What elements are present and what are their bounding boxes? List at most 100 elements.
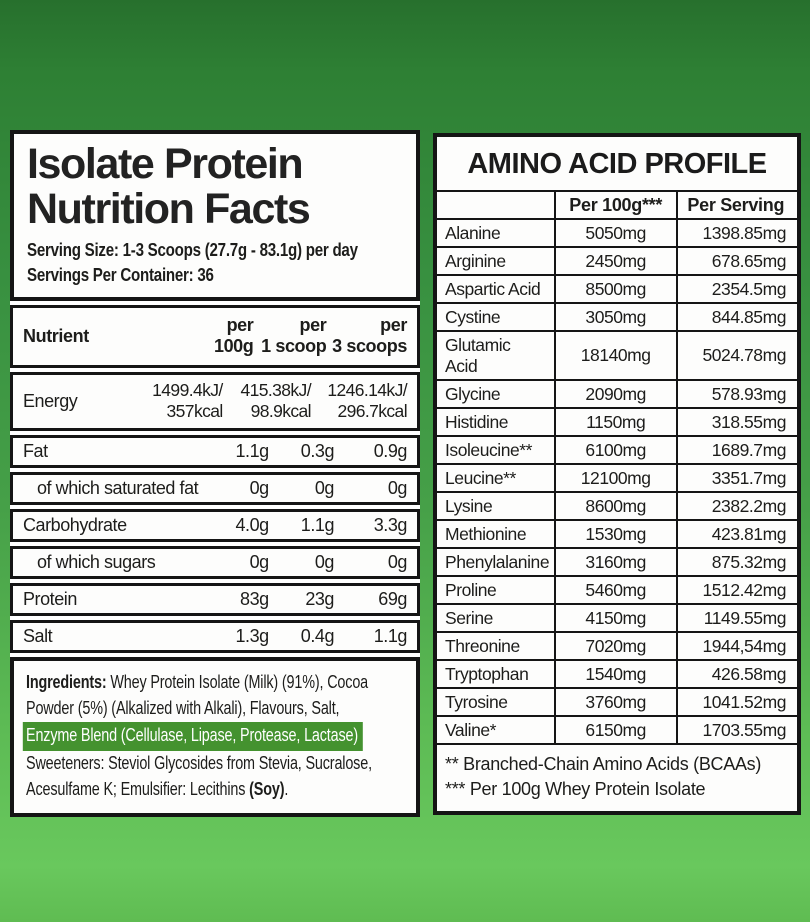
- amino-per-serving-cell: 578.93mg: [675, 379, 797, 409]
- amino-name-cell: Threonine: [437, 631, 556, 661]
- nutrient-value: 0.9g: [373, 441, 408, 462]
- nutrient-value: 0.4g: [300, 626, 335, 647]
- serving-size: Serving Size: 1-3 Scoops (27.7g - 83.1g)…: [27, 240, 358, 261]
- amino-per-100g-cell: 12100mg: [553, 463, 678, 493]
- nutrient-table-header: Nutrient per 100g per 1 scoop per 3 scoo…: [10, 305, 420, 368]
- amino-row: Alanine 5050mg 1398.85mg: [437, 218, 797, 248]
- amino-per-serving-cell: 844.85mg: [675, 302, 797, 332]
- nutrient-value: 0g: [249, 552, 270, 573]
- amino-row: Leucine** 12100mg 3351.7mg: [437, 463, 797, 493]
- nutrient-value: 1499.4kJ/ 357kcal: [152, 379, 223, 422]
- amino-per-100g-cell: 6100mg: [553, 435, 678, 465]
- amino-per-100g-cell: 3160mg: [553, 547, 678, 577]
- amino-row: Methionine 1530mg 423.81mg: [437, 519, 797, 549]
- amino-per-serving-cell: 875.32mg: [675, 547, 797, 577]
- amino-row: Lysine 8600mg 2382.2mg: [437, 491, 797, 521]
- amino-table: Per 100g*** Per Serving Alanine 5050mg 139…: [437, 190, 797, 812]
- amino-header-row: Per 100g*** Per Serving: [437, 190, 797, 220]
- amino-name-cell: Proline: [437, 575, 556, 605]
- nutrient-name: of which saturated fat: [37, 478, 199, 499]
- amino-row: Threonine 7020mg 1944,54mg: [437, 631, 797, 661]
- ingredients-label: Ingredients:: [26, 672, 107, 693]
- footnote-row: ** Branched-Chain Amino Acids (BCAAs) **…: [437, 742, 797, 812]
- amino-per-100g-cell: 2450mg: [553, 246, 678, 276]
- ingredients-text: Ingredients: Whey Protein Isolate (Milk)…: [22, 670, 404, 803]
- amino-per-serving-cell: 1703.55mg: [675, 715, 797, 745]
- product-title-line1: Isolate Protein: [27, 140, 304, 188]
- amino-name-cell: Tryptophan: [437, 659, 556, 689]
- amino-table-foot: ** Branched-Chain Amino Acids (BCAAs) **…: [437, 742, 797, 812]
- per-1-scoop-header: per 1 scoop: [261, 315, 327, 357]
- amino-row: Serine 4150mg 1149.55mg: [437, 603, 797, 633]
- nutrient-row: Salt 1.3g 0.4g 1.1g: [10, 620, 420, 654]
- amino-name-cell: Histidine: [437, 407, 556, 437]
- amino-per-serving-cell: 1041.52mg: [675, 687, 797, 717]
- nutrient-value: 0g: [314, 478, 335, 499]
- amino-per-serving-cell: 423.81mg: [675, 519, 797, 549]
- amino-per-100g-cell: 1540mg: [553, 659, 678, 689]
- amino-name-cell: Glutamic Acid: [437, 330, 556, 381]
- footnote-bcaa: ** Branched-Chain Amino Acids (BCAAs): [445, 754, 762, 774]
- amino-name-cell: Isoleucine**: [437, 435, 556, 465]
- soy-allergen: (Soy): [249, 778, 285, 799]
- product-title-line2: Nutrition Facts: [27, 184, 311, 233]
- amino-name-cell: Cystine: [437, 302, 556, 332]
- amino-name-cell: Valine*: [437, 715, 556, 745]
- amino-per-100g-cell: 5460mg: [553, 575, 678, 605]
- amino-per-serving-cell: 1944,54mg: [675, 631, 797, 661]
- ingredients-box: Ingredients: Whey Protein Isolate (Milk)…: [10, 657, 420, 817]
- nutrient-row: Carbohydrate 4.0g 1.1g 3.3g: [10, 509, 420, 543]
- enzyme-blend-highlight: Enzyme Blend (Cellulase, Lipase, Proteas…: [22, 722, 363, 751]
- amino-per-100g-cell: 3760mg: [553, 687, 678, 717]
- amino-per-serving-cell: 2382.2mg: [675, 491, 797, 521]
- nutrient-value: 83g: [240, 589, 269, 610]
- amino-per-serving-cell: 5024.78mg: [675, 330, 797, 381]
- amino-row: Histidine 1150mg 318.55mg: [437, 407, 797, 437]
- amino-name-cell: Methionine: [437, 519, 556, 549]
- amino-row: Glutamic Acid 18140mg 5024.78mg: [437, 330, 797, 381]
- servings-per-container: Servings Per Container: 36: [27, 264, 214, 285]
- amino-per-serving-cell: 2354.5mg: [675, 274, 797, 304]
- nutrient-row: Fat 1.1g 0.3g 0.9g: [10, 435, 420, 469]
- nutrient-value: 1.3g: [235, 626, 270, 647]
- per-100g-header: per 100g: [213, 315, 254, 357]
- amino-per-100g-cell: 8500mg: [553, 274, 678, 304]
- nutrient-name: Carbohydrate: [23, 515, 127, 536]
- amino-rows: Alanine 5050mg 1398.85mg Arginine 2450mg 678.…: [437, 218, 797, 745]
- nutrient-value: 0.3g: [300, 441, 335, 462]
- ingredients-line3: Enzyme Blend (Cellulase, Lipase, Proteas…: [22, 722, 404, 751]
- amino-per-serving-cell: 1149.55mg: [675, 603, 797, 633]
- amino-per-100g-cell: 1530mg: [553, 519, 678, 549]
- label-panels: Isolate Protein Nutrition Facts Serving …: [10, 130, 801, 817]
- nutrient-value: 1.1g: [373, 626, 408, 647]
- amino-per-serving-cell: 1689.7mg: [675, 435, 797, 465]
- amino-per-100g-cell: 4150mg: [553, 603, 678, 633]
- amino-name-cell: Glycine: [437, 379, 556, 409]
- nutrient-value: 0g: [314, 552, 335, 573]
- nutrient-name: Salt: [23, 626, 53, 647]
- amino-row: Cystine 3050mg 844.85mg: [437, 302, 797, 332]
- amino-per-100g-cell: 6150mg: [553, 715, 678, 745]
- amino-per-100g-cell: 18140mg: [553, 330, 678, 381]
- nutrient-value: 69g: [378, 589, 407, 610]
- nutrient-row: Energy 1499.4kJ/ 357kcal 415.38kJ/ 98.9kca…: [10, 371, 420, 432]
- ingredients-line4: Sweeteners: Steviol Glycosides from Stev…: [26, 752, 372, 773]
- amino-name-cell: Arginine: [437, 246, 556, 276]
- amino-per-serving-cell: 1512.42mg: [675, 575, 797, 605]
- amino-name-cell: Leucine**: [437, 463, 556, 493]
- nutrient-value: 415.38kJ/ 98.9kcal: [240, 379, 311, 422]
- amino-per-serving-cell: 678.65mg: [675, 246, 797, 276]
- amino-row: Aspartic Acid 8500mg 2354.5mg: [437, 274, 797, 304]
- nutrient-value: 23g: [305, 589, 334, 610]
- amino-per-serving-cell: 318.55mg: [675, 407, 797, 437]
- nutrient-value: 0g: [249, 478, 270, 499]
- amino-row: Phenylalanine 3160mg 875.32mg: [437, 547, 797, 577]
- nutrient-value: 4.0g: [235, 515, 270, 536]
- amino-per-serving-header: Per Serving: [675, 190, 797, 220]
- amino-name-cell: Lysine: [437, 491, 556, 521]
- amino-per-100g-cell: 8600mg: [553, 491, 678, 521]
- nutrient-value: 0g: [387, 478, 408, 499]
- amino-per-serving-cell: 3351.7mg: [675, 463, 797, 493]
- nutrient-value: 1.1g: [300, 515, 335, 536]
- amino-row: Isoleucine** 6100mg 1689.7mg: [437, 435, 797, 465]
